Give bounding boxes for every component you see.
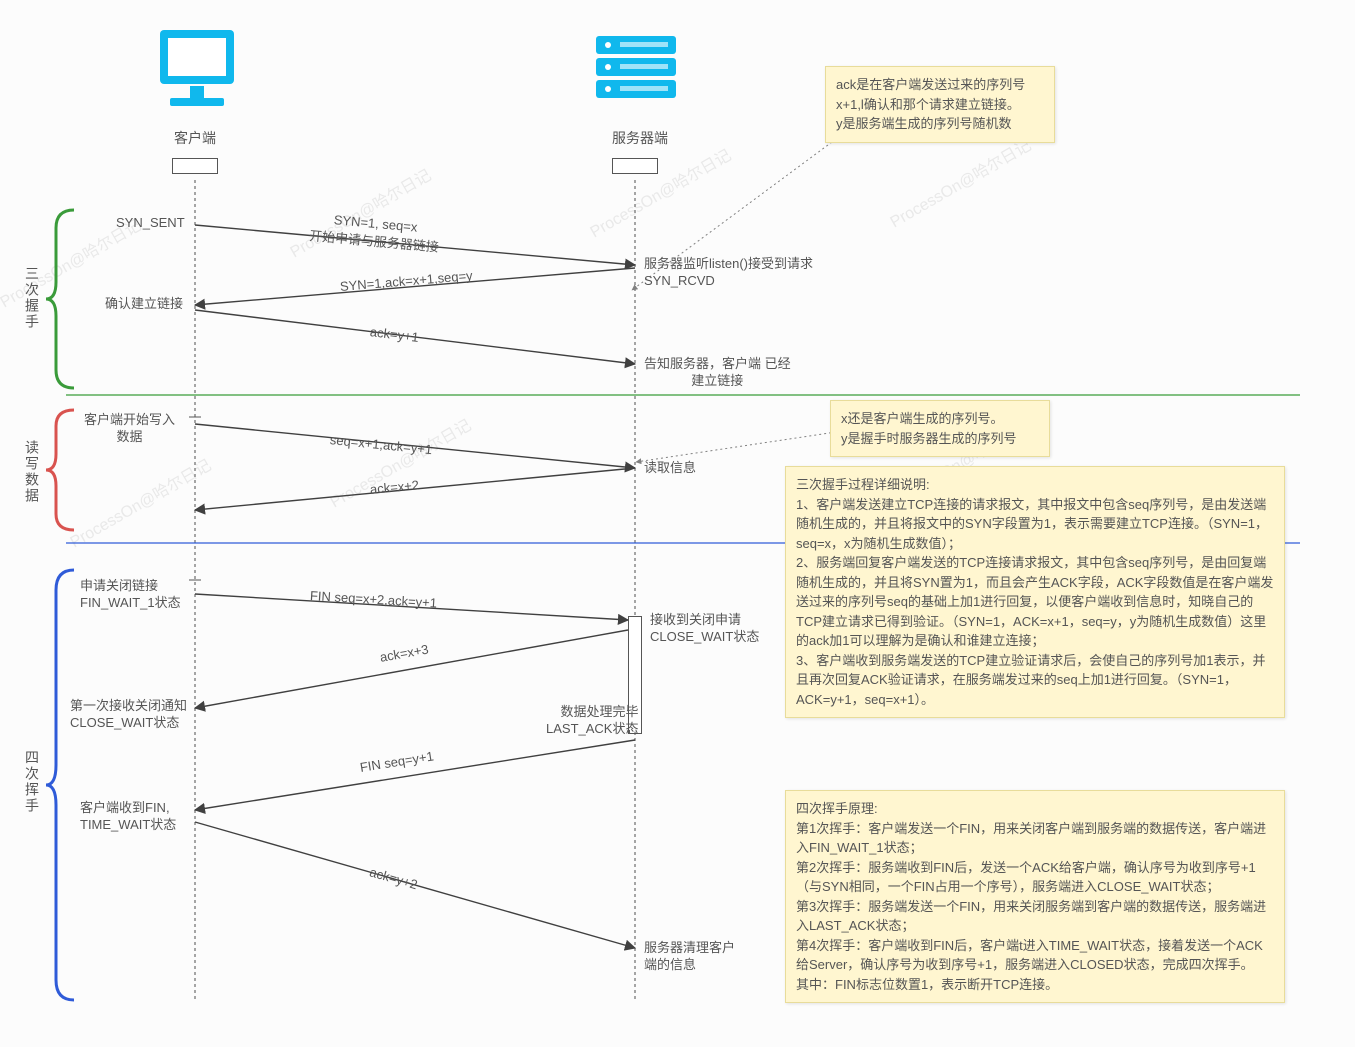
note-4: 四次挥手原理: 第1次挥手：客户端发送一个FIN，用来关闭客户端到服务端的数据传…: [785, 790, 1285, 1003]
server-label: 服务器端: [605, 128, 675, 148]
client-icon: [160, 30, 234, 106]
client-lifebox: [172, 158, 218, 174]
tcp-diagram: ProcessOn@哈尔日记 ProcessOn@哈尔日记 ProcessOn@…: [0, 0, 1355, 1047]
evt-clear: 服务器清理客户 端的信息: [644, 940, 735, 974]
server-icon: [596, 36, 676, 98]
note-2: x还是客户端生成的序列号。 y是握手时服务器生成的序列号: [830, 400, 1050, 457]
phase-rw: 读写数据: [22, 440, 42, 504]
evt-finwait: 申请关闭链接 FIN_WAIT_1状态: [80, 578, 181, 612]
evt-syn-rcvd: 服务器监听listen()接受到请求 SYN_RCVD: [644, 256, 813, 290]
evt-timewait: 客户端收到FIN, TIME_WAIT状态: [80, 800, 176, 834]
phase-wave: 四次挥手: [22, 750, 42, 814]
evt-closewait-c: 第一次接收关闭通知 CLOSE_WAIT状态: [70, 698, 187, 732]
note-3: 三次握手过程详细说明: 1、客户端发送建立TCP连接的请求报文，其中报文中包含s…: [785, 466, 1285, 718]
evt-closewait-s: 接收到关闭申请 CLOSE_WAIT状态: [650, 612, 759, 646]
evt-notified: 告知服务器，客户端 已经 建立链接: [644, 356, 791, 390]
server-lifebox: [612, 158, 658, 174]
evt-lastack: 数据处理完毕 LAST_ACK状态: [546, 704, 638, 738]
evt-established: 确认建立链接: [105, 296, 183, 313]
evt-read: 读取信息: [644, 460, 696, 477]
evt-write: 客户端开始写入 数据: [84, 412, 175, 446]
note-1: ack是在客户端发送过来的序列号x+1,l确认和那个请求建立链接。 y是服务端生…: [825, 66, 1055, 143]
phase-handshake: 三次握手: [22, 266, 42, 330]
client-label: 客户端: [165, 128, 225, 148]
evt-syn-sent: SYN_SENT: [116, 215, 185, 232]
